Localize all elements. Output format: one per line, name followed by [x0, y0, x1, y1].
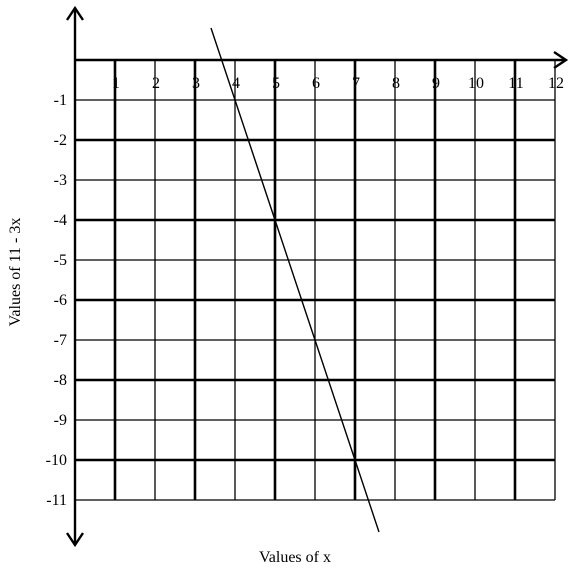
x-axis-label: Values of x [259, 549, 331, 566]
axes [66, 5, 569, 548]
grid [75, 60, 556, 501]
y-tick-labels: -1 -2 -3 -4 -5 -6 -7 -8 -9 -10 -11 [46, 92, 67, 509]
x-tick-label: 9 [432, 75, 440, 92]
x-tick-label: 6 [312, 75, 320, 92]
x-tick-label: 4 [232, 75, 240, 92]
series-line [210, 27, 380, 533]
y-tick-label: -9 [54, 412, 67, 429]
y-tick-label: -4 [54, 212, 67, 229]
y-tick-label: -3 [54, 172, 67, 189]
x-tick-label: 11 [508, 75, 523, 92]
series-group [210, 27, 380, 533]
x-tick-labels: 1 2 3 4 5 6 7 8 9 10 11 12 [112, 75, 564, 92]
y-tick-label: -10 [46, 452, 67, 469]
x-tick-label: 7 [352, 75, 360, 92]
x-tick-label: 8 [392, 75, 400, 92]
x-tick-label: 12 [548, 75, 564, 92]
y-tick-label: -7 [54, 332, 67, 349]
y-tick-label: -6 [54, 292, 67, 309]
x-tick-label: 5 [272, 75, 280, 92]
y-axis-arrow-down [66, 532, 84, 548]
y-axis-arrow-up [66, 5, 84, 21]
y-tick-label: -2 [54, 132, 67, 149]
x-tick-label: 10 [468, 75, 484, 92]
y-axis-label: Values of 11 - 3x [7, 218, 24, 327]
y-tick-label: -11 [46, 492, 67, 509]
y-tick-label: -5 [54, 252, 67, 269]
y-tick-label: -8 [54, 372, 67, 389]
x-axis-arrow-right [553, 51, 569, 69]
x-tick-label: 1 [112, 75, 120, 92]
y-tick-label: -1 [54, 92, 67, 109]
x-tick-label: 2 [152, 75, 160, 92]
x-tick-label: 3 [192, 75, 200, 92]
